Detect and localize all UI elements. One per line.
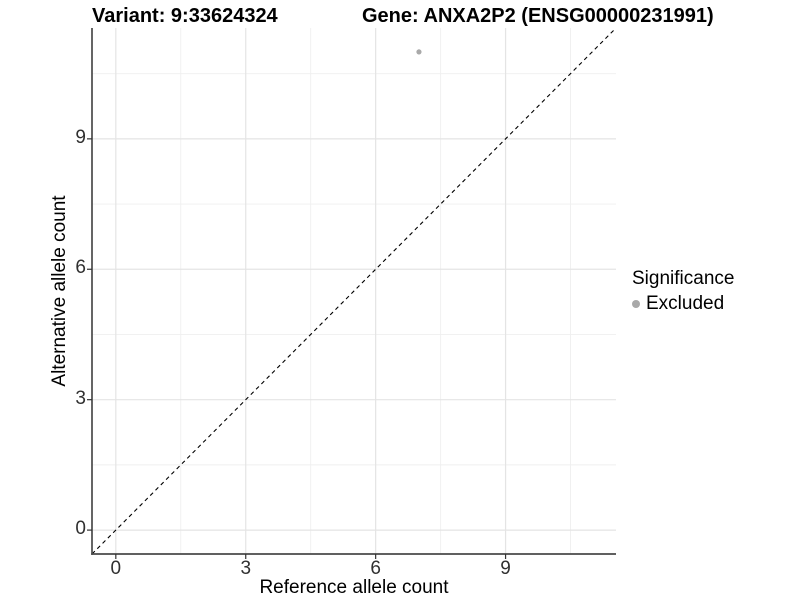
axis-tick-marks xyxy=(87,138,507,559)
gridlines-major xyxy=(92,28,616,554)
gene-title: Gene: ANXA2P2 (ENSG00000231991) xyxy=(362,5,714,27)
x-tick-label: 9 xyxy=(500,558,511,579)
y-tick-label: 6 xyxy=(75,257,86,279)
legend-item-excluded: Excluded xyxy=(632,293,792,315)
x-tick-label: 0 xyxy=(110,558,122,579)
y-tick-label: 3 xyxy=(75,387,86,409)
y-tick-label: 9 xyxy=(75,126,86,148)
x-tick-label: 6 xyxy=(370,558,381,579)
identity-reference-line xyxy=(91,27,617,555)
legend-point-icon xyxy=(632,300,640,308)
axis-lines xyxy=(91,28,616,555)
legend-title: Significance xyxy=(632,268,735,289)
y-axis-title: Alternative allele count xyxy=(49,195,70,387)
data-point xyxy=(416,49,422,55)
legend-item-label: Excluded xyxy=(646,293,725,314)
variant-title: Variant: 9:33624324 xyxy=(92,5,278,27)
identity-line xyxy=(91,27,617,555)
y-tick-label: 0 xyxy=(75,518,86,540)
gridlines-minor xyxy=(92,28,616,554)
legend: Significance Excluded xyxy=(632,268,792,315)
x-axis-title: Reference allele count xyxy=(259,577,449,598)
data-points xyxy=(416,49,422,55)
x-tick-label: 3 xyxy=(240,558,252,579)
